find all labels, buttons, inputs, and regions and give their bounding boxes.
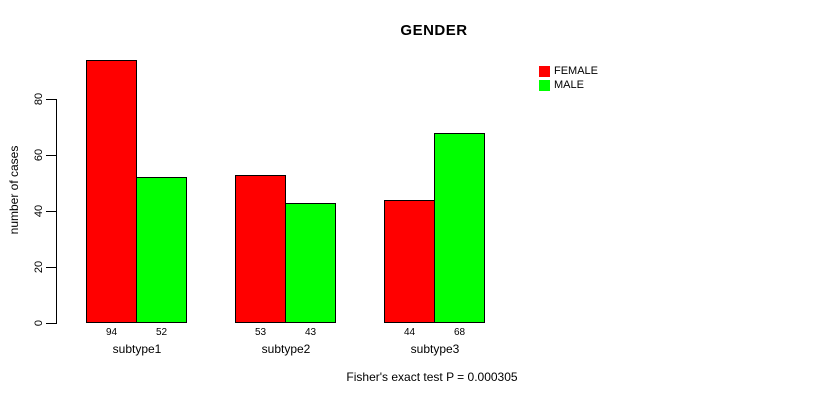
bar-male-subtype3 [434,133,485,323]
bar-value-label: 53 [254,327,267,338]
bar-male-subtype2 [285,203,336,323]
legend: FEMALE MALE [539,65,598,93]
y-tick [46,155,57,156]
category-label-subtype2: subtype2 [261,342,311,356]
y-tick [46,211,57,212]
y-axis-label: number of cases [7,145,21,235]
bar-value-label: 52 [155,327,168,338]
bar-male-subtype1 [136,177,187,323]
y-tick-label: 0 [33,319,45,327]
y-tick-label: 40 [33,204,45,218]
legend-swatch [539,79,550,91]
category-label-subtype3: subtype3 [410,342,460,356]
y-tick [46,99,57,100]
bar-value-label: 68 [453,327,466,338]
bar-female-subtype3 [384,200,435,323]
y-tick-label: 60 [33,148,45,162]
legend-swatch [539,65,550,77]
chart-title: GENDER [400,22,468,39]
y-tick-label: 20 [33,260,45,274]
y-tick [46,267,57,268]
bar-value-label: 43 [304,327,317,338]
legend-label: FEMALE [554,65,599,77]
y-tick [46,323,57,324]
bar-female-subtype2 [235,175,286,323]
legend-item-male: MALE [539,79,598,91]
bar-female-subtype1 [86,60,137,323]
bar-value-label: 94 [105,327,118,338]
legend-label: MALE [554,79,584,91]
category-label-subtype1: subtype1 [112,342,162,356]
legend-item-female: FEMALE [539,65,598,77]
y-tick-label: 80 [33,92,45,106]
bar-value-label: 44 [403,327,416,338]
annotation-text: Fisher's exact test P = 0.000305 [346,370,518,384]
